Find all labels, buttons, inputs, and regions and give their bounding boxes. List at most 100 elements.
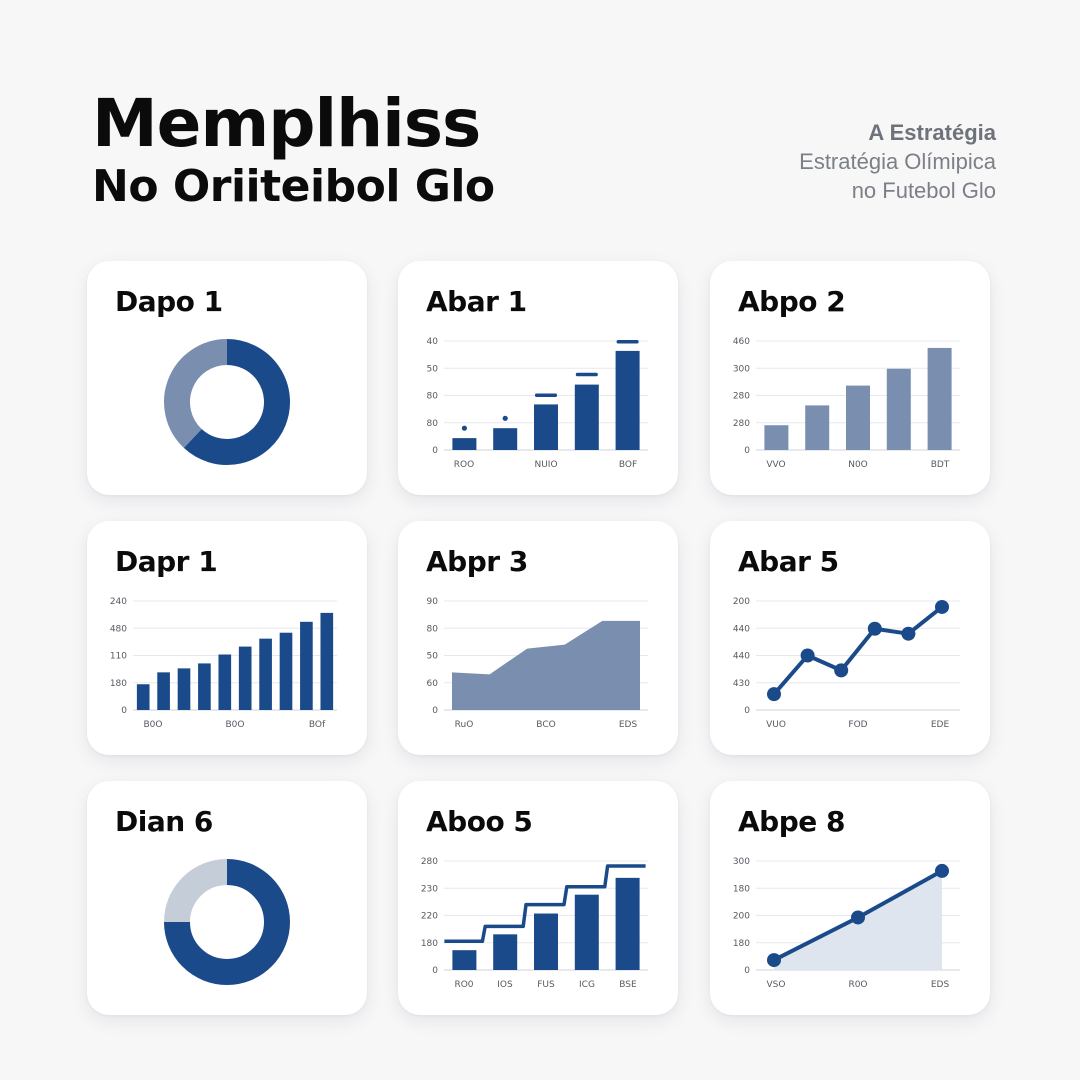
- chart-card-6: Abar 5 0 430 440 440 200 VUO FOD EDE: [710, 521, 990, 755]
- x-tick-label: BDT: [931, 460, 950, 470]
- y-tick-label: 240: [110, 597, 127, 607]
- data-point: [901, 626, 916, 641]
- subtitle-line-1: A Estratégia: [868, 120, 996, 145]
- bar: [320, 612, 334, 710]
- chart-card-9: Abpe 8 0 180 200 180 300 VSO R0O EDS: [710, 781, 990, 1015]
- bar: [238, 646, 252, 710]
- bar: [927, 347, 952, 450]
- bar-marker: [616, 339, 639, 344]
- bar: [300, 621, 313, 710]
- chart-svg: 0 60 50 80 90 RuO BCO EDS: [427, 597, 648, 730]
- x-tick-label: BOF: [619, 460, 637, 470]
- y-tick-label: 280: [733, 419, 750, 429]
- y-tick-label: 300: [733, 857, 750, 867]
- bar: [534, 913, 558, 970]
- subtitle-line-3: no Futebol Glo: [851, 178, 996, 203]
- bar: [452, 438, 477, 450]
- chart-svg: 0 280 280 300 460 VVO N0O BDT: [733, 337, 960, 470]
- chart-svg: 0 430 440 440 200 VUO FOD EDE: [733, 597, 960, 730]
- bar-marker: [502, 415, 508, 421]
- y-tick-label: 460: [733, 337, 750, 347]
- title-line-2: No Oriiteibol Glo: [92, 161, 495, 212]
- y-tick-label: 440: [733, 652, 750, 662]
- y-tick-label: 300: [733, 364, 750, 374]
- y-tick-label: 60: [427, 679, 439, 689]
- y-tick-label: 230: [421, 884, 438, 894]
- x-tick-label: B0O: [226, 720, 245, 730]
- y-tick-label: 80: [427, 392, 439, 402]
- chart-svg: 0 80 80 50 40 ROO NUIO BOF: [427, 337, 648, 470]
- y-tick-label: 220: [421, 912, 438, 922]
- chart-svg: 0 180 220 230 280 RO0 IOS FUS ICG BSE: [421, 857, 648, 990]
- x-tick-label: VVO: [766, 460, 785, 470]
- bar: [136, 684, 150, 710]
- chart-svg: [164, 859, 290, 985]
- bar: [574, 894, 599, 970]
- pie-slice: [164, 859, 290, 985]
- y-tick-label: 40: [427, 337, 439, 347]
- chart-card-1: Dapo 1: [87, 261, 367, 495]
- x-tick-label: IOS: [497, 980, 513, 990]
- x-tick-label: EDE: [931, 720, 950, 730]
- x-tick-label: ICG: [579, 980, 595, 990]
- x-tick-label: B0O: [144, 720, 163, 730]
- y-tick-label: 440: [733, 624, 750, 634]
- x-tick-label: FUS: [537, 980, 555, 990]
- chart-card-2: Abar 1 0 80 80 50 40 ROO NUIO BOF: [398, 261, 678, 495]
- y-tick-label: 430: [733, 679, 750, 689]
- y-tick-label: 180: [733, 939, 750, 949]
- x-tick-label: RuO: [455, 720, 474, 730]
- bar: [452, 950, 477, 970]
- chart-card-5: Abpr 3 0 60 50 80 90 RuO BCO EDS: [398, 521, 678, 755]
- x-tick-label: EDS: [619, 720, 638, 730]
- data-point: [935, 599, 949, 614]
- x-tick-label: FOD: [848, 720, 867, 730]
- x-tick-label: VSO: [767, 980, 786, 990]
- bar: [574, 384, 599, 450]
- y-tick-label: 50: [427, 364, 439, 374]
- chart-title: Abpo 2: [738, 285, 846, 318]
- y-tick-label: 180: [110, 679, 127, 689]
- y-tick-label: 0: [432, 966, 438, 976]
- x-tick-label: NUIO: [534, 460, 557, 470]
- bar: [886, 368, 911, 450]
- chart-title: Abar 5: [738, 545, 839, 578]
- title-line-1: Memplhiss: [92, 85, 481, 162]
- chart-card-4: Dapr 1 0 180 110 480 240 B0O B0O BOf: [87, 521, 367, 755]
- data-point: [767, 953, 781, 968]
- y-tick-label: 180: [733, 884, 750, 894]
- bar: [846, 385, 870, 450]
- series-line: [444, 864, 646, 944]
- chart-title: Dapr 1: [115, 545, 218, 578]
- chart-title: Abar 1: [426, 285, 527, 318]
- bar: [157, 672, 170, 710]
- y-tick-label: 180: [421, 939, 438, 949]
- y-tick-label: 200: [733, 597, 750, 607]
- data-point: [851, 910, 865, 925]
- y-tick-label: 0: [744, 966, 750, 976]
- x-tick-label: BCO: [536, 720, 555, 730]
- area-series: [452, 620, 640, 710]
- bar: [493, 428, 518, 450]
- bar-marker: [461, 425, 467, 431]
- chart-svg: [164, 339, 290, 465]
- x-tick-label: EDS: [931, 980, 950, 990]
- chart-title: Dapo 1: [115, 285, 223, 318]
- x-tick-label: VUO: [766, 720, 786, 730]
- y-tick-label: 480: [110, 624, 127, 634]
- chart-card-3: Abpo 2 0 280 280 300 460 VVO N0O BDT: [710, 261, 990, 495]
- y-tick-label: 0: [432, 446, 438, 456]
- chart-card-7: Dian 6: [87, 781, 367, 1015]
- bar: [279, 632, 293, 710]
- bar-marker: [535, 393, 557, 397]
- bar: [198, 663, 211, 710]
- y-tick-label: 50: [427, 652, 439, 662]
- x-tick-label: BSE: [619, 980, 637, 990]
- x-tick-label: RO0: [454, 980, 473, 990]
- bar: [764, 425, 789, 450]
- y-tick-label: 0: [744, 706, 750, 716]
- data-point: [767, 687, 781, 702]
- y-tick-label: 80: [427, 624, 439, 634]
- bar: [259, 638, 272, 710]
- bar-marker: [575, 372, 598, 377]
